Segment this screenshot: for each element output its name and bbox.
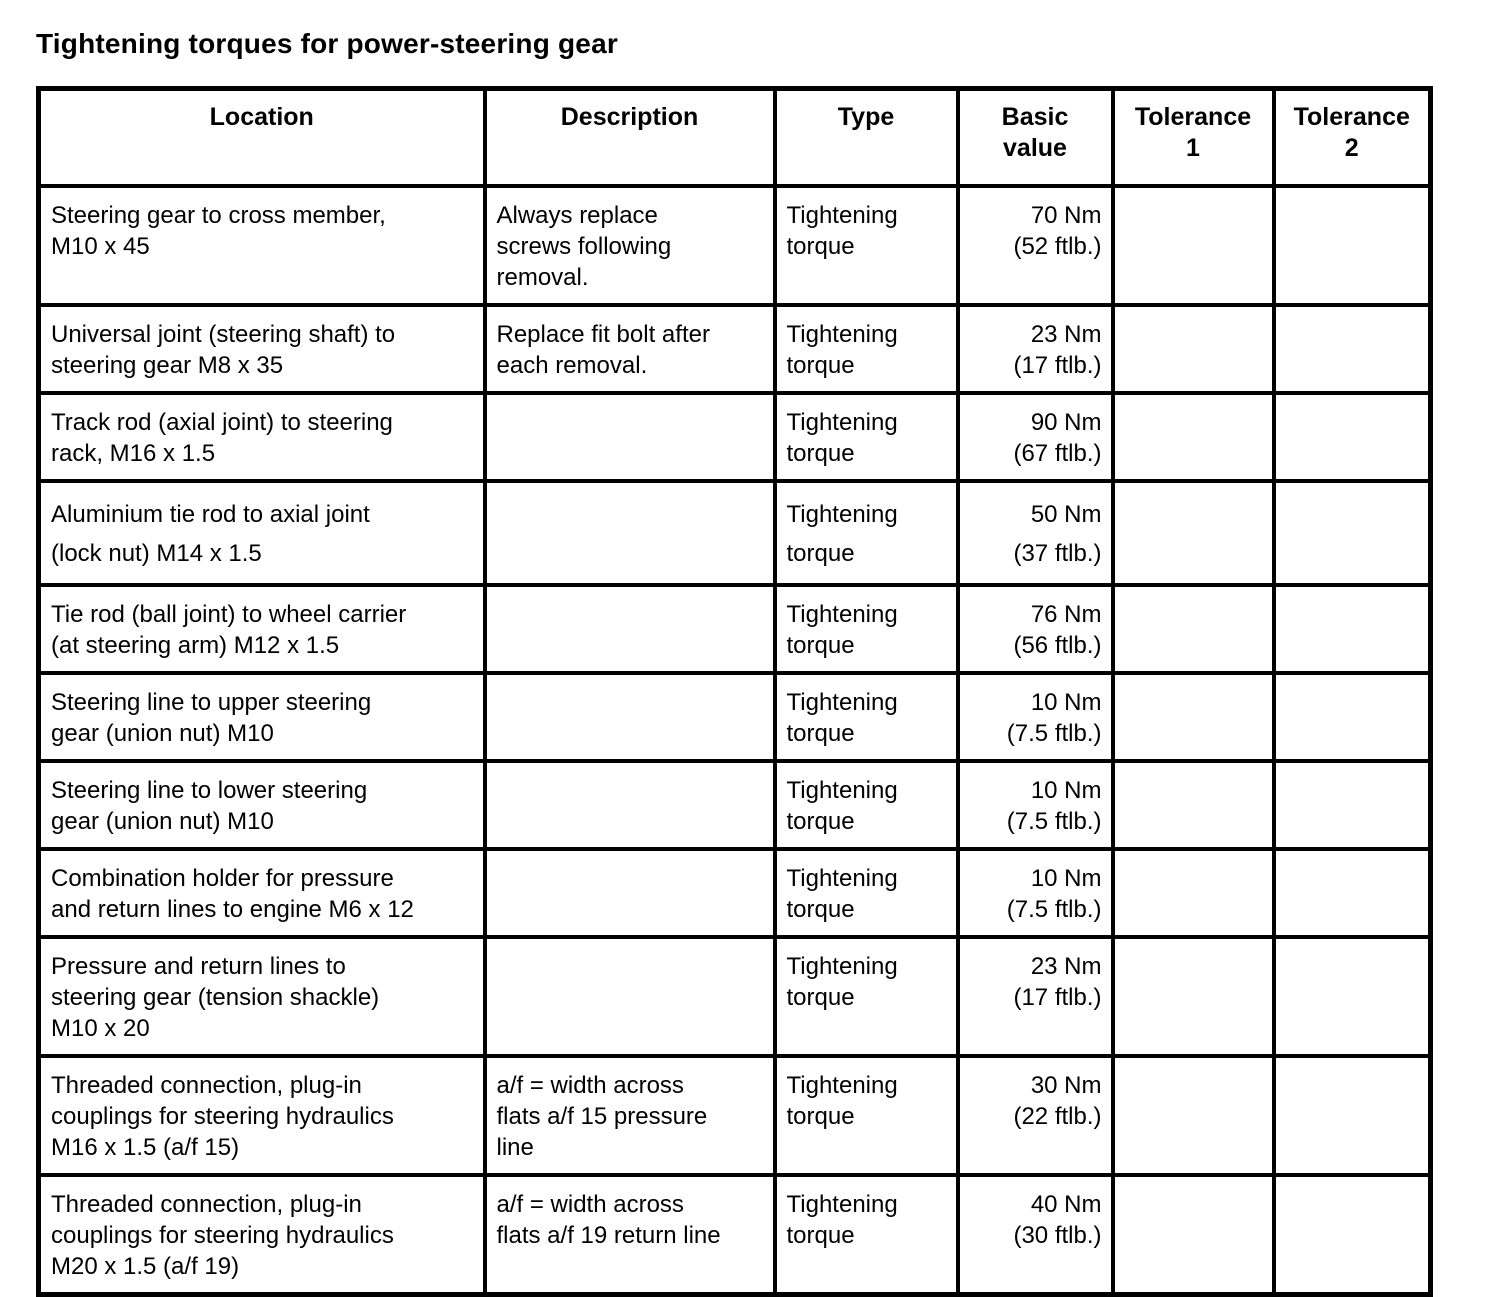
torque-table: Location Description Type Basic value To… [36, 86, 1433, 1297]
table-row: Track rod (axial joint) to steering rack… [36, 391, 1433, 483]
cell-description [482, 671, 777, 763]
col-header-basic-value: Basic value [955, 86, 1115, 188]
page: Tightening torques for power-steering ge… [36, 28, 1433, 1297]
cell-type: Tightening torque [772, 391, 960, 483]
col-header-tolerance-1: Tolerance 1 [1110, 86, 1276, 188]
col-header-type: Type [772, 86, 960, 188]
cell-tolerance-1 [1110, 184, 1276, 307]
table-row: Aluminium tie rod to axial joint (lock n… [36, 479, 1433, 587]
cell-type: Tightening torque [772, 1173, 960, 1297]
table-row: Steering line to upper steering gear (un… [36, 671, 1433, 763]
cell-location: Steering line to upper steering gear (un… [36, 671, 487, 763]
cell-basic-value: 23 Nm (17 ftlb.) [955, 303, 1115, 395]
cell-location: Steering gear to cross member, M10 x 45 [36, 184, 487, 307]
table-row: Threaded connection, plug-in couplings f… [36, 1054, 1433, 1177]
cell-tolerance-2 [1271, 847, 1433, 939]
cell-tolerance-2 [1271, 184, 1433, 307]
cell-type: Tightening torque [772, 184, 960, 307]
table-row: Pressure and return lines to steering ge… [36, 935, 1433, 1058]
cell-tolerance-2 [1271, 1173, 1433, 1297]
cell-tolerance-1 [1110, 391, 1276, 483]
col-header-location: Location [36, 86, 487, 188]
cell-description: Replace fit bolt after each removal. [482, 303, 777, 395]
cell-location: Track rod (axial joint) to steering rack… [36, 391, 487, 483]
cell-basic-value: 50 Nm (37 ftlb.) [955, 479, 1115, 587]
cell-tolerance-1 [1110, 1054, 1276, 1177]
cell-location: Aluminium tie rod to axial joint (lock n… [36, 479, 487, 587]
cell-tolerance-2 [1271, 303, 1433, 395]
cell-description: a/f = width across flats a/f 19 return l… [482, 1173, 777, 1297]
cell-type: Tightening torque [772, 1054, 960, 1177]
cell-location: Steering line to lower steering gear (un… [36, 759, 487, 851]
cell-tolerance-1 [1110, 583, 1276, 675]
col-header-description: Description [482, 86, 777, 188]
cell-basic-value: 23 Nm (17 ftlb.) [955, 935, 1115, 1058]
cell-description [482, 759, 777, 851]
cell-tolerance-1 [1110, 847, 1276, 939]
cell-location: Threaded connection, plug-in couplings f… [36, 1173, 487, 1297]
cell-description [482, 391, 777, 483]
cell-type: Tightening torque [772, 847, 960, 939]
cell-tolerance-1 [1110, 479, 1276, 587]
cell-basic-value: 10 Nm (7.5 ftlb.) [955, 759, 1115, 851]
cell-type: Tightening torque [772, 479, 960, 587]
col-header-tolerance-2: Tolerance 2 [1271, 86, 1433, 188]
cell-type: Tightening torque [772, 671, 960, 763]
cell-tolerance-1 [1110, 671, 1276, 763]
table-row: Combination holder for pressure and retu… [36, 847, 1433, 939]
cell-basic-value: 10 Nm (7.5 ftlb.) [955, 847, 1115, 939]
cell-tolerance-1 [1110, 935, 1276, 1058]
cell-tolerance-2 [1271, 935, 1433, 1058]
cell-location: Combination holder for pressure and retu… [36, 847, 487, 939]
cell-tolerance-1 [1110, 1173, 1276, 1297]
cell-basic-value: 76 Nm (56 ftlb.) [955, 583, 1115, 675]
cell-basic-value: 10 Nm (7.5 ftlb.) [955, 671, 1115, 763]
table-row: Tie rod (ball joint) to wheel carrier (a… [36, 583, 1433, 675]
table-body: Steering gear to cross member, M10 x 45 A… [36, 184, 1433, 1297]
cell-tolerance-1 [1110, 759, 1276, 851]
table-header: Location Description Type Basic value To… [36, 86, 1433, 188]
table-row: Threaded connection, plug-in couplings f… [36, 1173, 1433, 1297]
cell-type: Tightening torque [772, 583, 960, 675]
cell-tolerance-2 [1271, 759, 1433, 851]
table-row: Universal joint (steering shaft) to stee… [36, 303, 1433, 395]
cell-basic-value: 90 Nm (67 ftlb.) [955, 391, 1115, 483]
cell-basic-value: 40 Nm (30 ftlb.) [955, 1173, 1115, 1297]
cell-tolerance-1 [1110, 303, 1276, 395]
cell-type: Tightening torque [772, 759, 960, 851]
cell-description [482, 847, 777, 939]
cell-description [482, 583, 777, 675]
cell-tolerance-2 [1271, 583, 1433, 675]
cell-description [482, 479, 777, 587]
cell-basic-value: 30 Nm (22 ftlb.) [955, 1054, 1115, 1177]
cell-tolerance-2 [1271, 391, 1433, 483]
cell-location: Threaded connection, plug-in couplings f… [36, 1054, 487, 1177]
cell-description: Always replace screws following removal. [482, 184, 777, 307]
cell-basic-value: 70 Nm (52 ftlb.) [955, 184, 1115, 307]
cell-description [482, 935, 777, 1058]
table-row: Steering line to lower steering gear (un… [36, 759, 1433, 851]
cell-description: a/f = width across flats a/f 15 pressure… [482, 1054, 777, 1177]
cell-tolerance-2 [1271, 1054, 1433, 1177]
cell-tolerance-2 [1271, 479, 1433, 587]
header-row: Location Description Type Basic value To… [36, 86, 1433, 188]
page-title: Tightening torques for power-steering ge… [36, 28, 618, 59]
cell-type: Tightening torque [772, 303, 960, 395]
cell-location: Pressure and return lines to steering ge… [36, 935, 487, 1058]
table-row: Steering gear to cross member, M10 x 45 A… [36, 184, 1433, 307]
cell-tolerance-2 [1271, 671, 1433, 763]
cell-type: Tightening torque [772, 935, 960, 1058]
cell-location: Universal joint (steering shaft) to stee… [36, 303, 487, 395]
cell-location: Tie rod (ball joint) to wheel carrier (a… [36, 583, 487, 675]
